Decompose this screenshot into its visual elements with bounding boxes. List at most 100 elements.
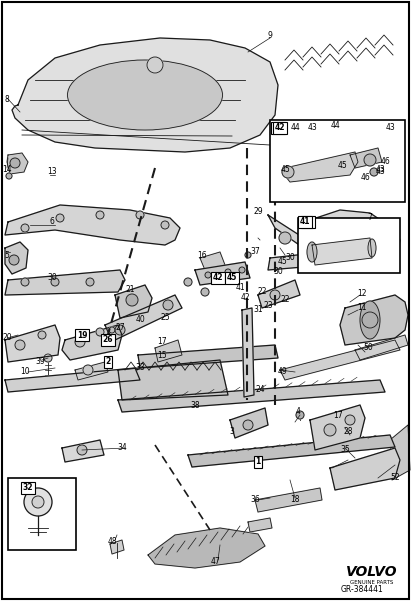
Bar [298, 218, 400, 273]
Circle shape [96, 328, 104, 336]
Text: GR-384441: GR-384441 [341, 585, 383, 594]
Text: 8: 8 [5, 96, 9, 105]
Text: 42: 42 [213, 273, 223, 282]
Circle shape [201, 288, 209, 296]
Circle shape [225, 269, 231, 275]
Circle shape [15, 340, 25, 350]
Text: 12: 12 [357, 288, 367, 297]
Circle shape [136, 211, 144, 219]
Text: 41: 41 [303, 218, 313, 227]
Circle shape [364, 154, 376, 166]
Circle shape [115, 325, 125, 335]
Polygon shape [268, 248, 362, 270]
Text: 49: 49 [277, 367, 287, 376]
Polygon shape [188, 435, 395, 467]
Text: 42: 42 [275, 123, 285, 132]
Text: 41: 41 [300, 218, 310, 227]
Polygon shape [255, 488, 322, 512]
Text: 41: 41 [235, 284, 245, 293]
Text: 45: 45 [277, 257, 287, 266]
Polygon shape [75, 362, 108, 380]
Ellipse shape [67, 60, 222, 130]
Polygon shape [5, 242, 28, 274]
Circle shape [362, 312, 378, 328]
Text: 45: 45 [280, 165, 290, 174]
Polygon shape [155, 340, 182, 362]
Circle shape [282, 166, 294, 178]
Polygon shape [310, 405, 365, 450]
Text: 39: 39 [35, 358, 45, 367]
Polygon shape [7, 153, 28, 174]
Circle shape [44, 354, 52, 362]
Ellipse shape [307, 242, 317, 262]
Text: 48: 48 [107, 537, 117, 546]
Text: 30: 30 [285, 254, 295, 263]
Text: 27: 27 [115, 323, 125, 332]
Text: 43: 43 [375, 168, 385, 177]
Polygon shape [148, 528, 265, 568]
Text: 21: 21 [125, 285, 135, 294]
Polygon shape [62, 440, 104, 462]
Circle shape [163, 300, 173, 310]
Text: 13: 13 [47, 168, 57, 177]
Polygon shape [110, 540, 124, 554]
Polygon shape [5, 325, 60, 362]
Polygon shape [300, 210, 390, 258]
Text: 40: 40 [135, 316, 145, 325]
Circle shape [77, 445, 87, 455]
Text: 20: 20 [2, 334, 12, 343]
Text: 44: 44 [290, 123, 300, 132]
Text: 31: 31 [253, 305, 263, 314]
Circle shape [345, 415, 355, 425]
Text: 32: 32 [23, 483, 33, 492]
Text: GENUINE PARTS: GENUINE PARTS [350, 579, 394, 585]
Text: 33: 33 [135, 364, 145, 373]
Text: 2: 2 [105, 358, 111, 367]
Polygon shape [330, 448, 400, 490]
Text: 44: 44 [330, 120, 340, 129]
Polygon shape [118, 380, 385, 412]
Circle shape [83, 365, 93, 375]
Text: 45: 45 [337, 160, 347, 169]
Circle shape [96, 211, 104, 219]
Text: 11: 11 [357, 304, 367, 313]
Text: 26: 26 [103, 335, 113, 344]
Text: 5: 5 [5, 251, 9, 260]
Polygon shape [5, 270, 125, 295]
Circle shape [243, 420, 253, 430]
Polygon shape [370, 225, 400, 258]
Circle shape [32, 496, 44, 508]
Text: 25: 25 [160, 314, 170, 323]
Polygon shape [242, 308, 254, 397]
Text: 45: 45 [227, 273, 237, 282]
Polygon shape [268, 215, 315, 256]
Circle shape [324, 424, 336, 436]
Circle shape [51, 278, 59, 286]
Polygon shape [105, 295, 182, 340]
Text: 52: 52 [390, 474, 400, 483]
Text: 15: 15 [157, 350, 167, 359]
Circle shape [161, 221, 169, 229]
Text: 43: 43 [307, 123, 317, 132]
Polygon shape [258, 280, 300, 308]
Text: 46: 46 [380, 157, 390, 166]
Text: 6: 6 [50, 218, 54, 227]
Text: 1: 1 [255, 457, 261, 466]
Polygon shape [355, 335, 408, 360]
Polygon shape [115, 285, 152, 318]
Circle shape [239, 267, 245, 273]
Text: 22: 22 [257, 287, 267, 296]
Text: 34: 34 [117, 444, 127, 453]
Circle shape [6, 173, 12, 179]
Polygon shape [62, 325, 122, 360]
Text: 14: 14 [2, 165, 12, 174]
Polygon shape [280, 340, 400, 380]
Circle shape [245, 252, 251, 258]
Text: 7: 7 [367, 213, 372, 222]
Polygon shape [230, 408, 268, 438]
Bar [8, 478, 76, 550]
Text: 50: 50 [363, 344, 373, 353]
Circle shape [184, 278, 192, 286]
Polygon shape [248, 518, 272, 532]
Polygon shape [282, 152, 358, 182]
